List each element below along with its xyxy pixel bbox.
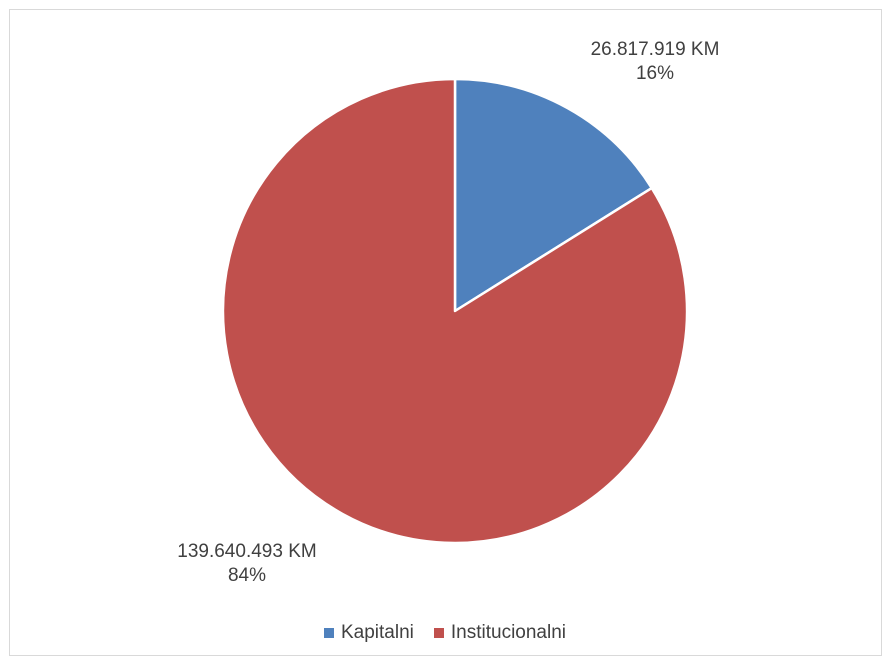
pie-slice-kapitalni [453, 77, 653, 313]
legend-item-kapitalni: Kapitalni [323, 622, 414, 644]
data-label-institucionalni-value: 139.640.493 KM [177, 541, 317, 562]
legend-label-kapitalni: Kapitalni [340, 622, 414, 643]
data-label-kapitalni-value: 26.817.919 KM [590, 39, 720, 60]
legend-item-institucionalni: Institucionalni [433, 622, 566, 644]
data-label-institucionalni-percent: 84% [227, 565, 267, 586]
chart-legend: Kapitalni Institucionalni [0, 622, 890, 644]
pie-slice-institucionalni [221, 77, 689, 545]
legend-swatch-institucionalni [433, 628, 444, 638]
data-label-kapitalni: 26.817.919 KM 16% [560, 38, 750, 86]
pie-slices [221, 77, 689, 545]
data-label-kapitalni-percent: 16% [635, 63, 675, 84]
legend-label-institucionalni: Institucionalni [450, 622, 566, 643]
legend-swatch-kapitalni [323, 628, 334, 638]
data-label-institucionalni: 139.640.493 KM 84% [142, 540, 352, 588]
